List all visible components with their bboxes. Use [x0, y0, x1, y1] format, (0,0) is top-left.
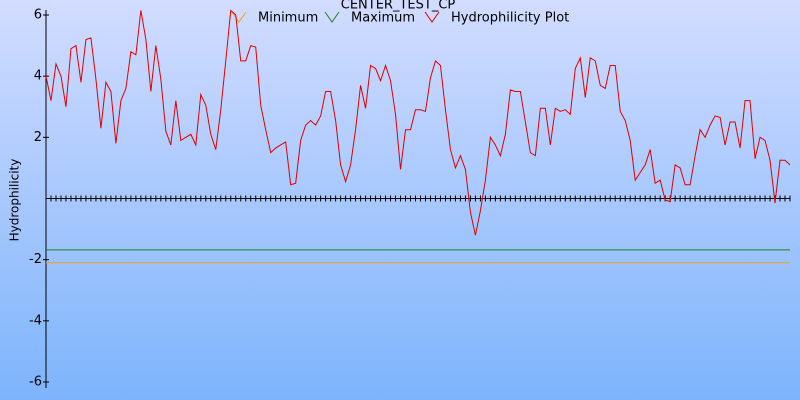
y-tick-label: 2 [34, 130, 42, 145]
legend-label: Hydrophilicity Plot [451, 11, 569, 26]
legend-label: Maximum [351, 11, 415, 26]
y-tick-label: 6 [34, 8, 42, 23]
legend-icon [324, 11, 340, 23]
legend-icon [231, 11, 247, 23]
y-tick-label: -4 [29, 313, 42, 328]
legend-label: Minimum [258, 11, 318, 26]
y-axis-label: Hydrophilicity [8, 159, 22, 242]
y-tick-label: -2 [29, 252, 42, 267]
y-tick-label: -6 [29, 375, 42, 390]
chart-title: CENTER_TEST_CP [341, 0, 456, 13]
legend-icon [424, 11, 440, 23]
y-tick-label: 4 [34, 69, 42, 84]
data-line [45, 9, 791, 236]
